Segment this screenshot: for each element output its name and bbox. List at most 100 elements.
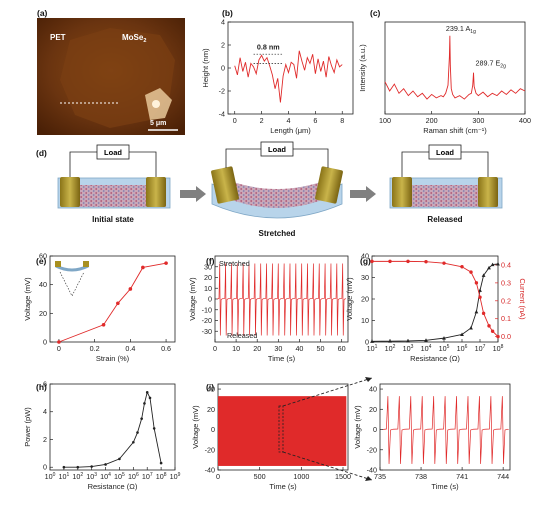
power-point [132, 441, 135, 444]
x-tick-label-g: 103 [403, 344, 414, 353]
x-tick-label-h: 102 [72, 472, 83, 481]
x-tick-label-f: 0 [213, 344, 217, 353]
x-tick-label-b: 8 [340, 116, 344, 125]
y-axis-label-i2: Voltage (mV) [353, 405, 362, 449]
x-axis-label-h: Resistance (Ω) [88, 482, 138, 491]
y-tick-label-g: 20 [361, 295, 369, 304]
y-tick-label-f: -20 [202, 316, 212, 325]
x-tick-label-g: 105 [439, 344, 450, 353]
arrow-1 [180, 186, 206, 202]
x-axis-label-i1: Time (s) [269, 482, 297, 491]
y-tick-label-h: 2 [43, 435, 47, 444]
panel-label-b: (b) [222, 8, 233, 18]
x-tick-label-h: 101 [58, 472, 69, 481]
power-point [160, 462, 163, 465]
x-tick-label-c: 100 [379, 116, 391, 125]
x-tick-label-h: 107 [142, 472, 153, 481]
strain-point [141, 266, 145, 270]
y-tick-label-b: 2 [221, 41, 225, 50]
current-point [469, 270, 472, 273]
x-tick-label-e: 0.2 [90, 344, 100, 353]
x-tick-label-b: 4 [286, 116, 290, 125]
step-height-annotation: 0.8 nm [257, 43, 280, 52]
peak-label: 239.1 A1g [446, 24, 476, 35]
y-tick-label-i1: -40 [205, 466, 215, 475]
axes-frame-h [50, 384, 175, 470]
x-tick-label-h: 108 [156, 472, 167, 481]
voltage-point [469, 326, 473, 330]
voltage-time-line [217, 264, 346, 336]
x-axis-label-e: Strain (%) [96, 354, 130, 363]
stretched-annotation: Stretched [219, 259, 250, 268]
y-tick-label-i2: -40 [367, 466, 377, 475]
y-tick-label-h: 4 [43, 407, 47, 416]
y-tick-label-h: 6 [43, 380, 47, 389]
current-point [460, 265, 463, 268]
panel-label-a: (a) [37, 8, 48, 18]
x-tick-label-b: 0 [233, 116, 237, 125]
series-line-voltage [372, 264, 498, 341]
x-axis-label-f: Time (s) [268, 354, 296, 363]
y2-axis-label: Current (nA) [518, 278, 527, 320]
y-axis-label-c: Intensity (a.u.) [358, 44, 367, 92]
scale-bar-label: 5 μm [150, 120, 166, 127]
state-stretched: Load Stretched [211, 142, 344, 238]
current-point [406, 260, 409, 263]
x-tick-label-b: 6 [313, 116, 317, 125]
power-point [63, 466, 66, 469]
x-tick-label-h: 104 [100, 472, 111, 481]
x-tick-label-b: 2 [260, 116, 264, 125]
y-tick-label-g: 30 [361, 273, 369, 282]
strain-point [102, 323, 106, 327]
x-tick-label-c: 300 [472, 116, 484, 125]
inset-electrode [55, 261, 61, 267]
arrow-2 [350, 186, 376, 202]
load-label-2: Load [268, 145, 286, 154]
strain-point [129, 287, 133, 291]
current-point [482, 312, 485, 315]
x-tick-label-f: 10 [232, 344, 240, 353]
y-tick-label-e: 0 [43, 338, 47, 347]
voltage-point [475, 310, 479, 314]
y-tick-label-b: -2 [219, 87, 225, 96]
y-axis-label-g: Voltage (mV) [345, 277, 354, 321]
x-tick-label-f: 50 [317, 344, 325, 353]
zoomed-pulse-line [383, 396, 509, 464]
y-tick-label-i1: 20 [207, 405, 215, 414]
current-point [388, 260, 391, 263]
y-axis-label-b: Height (nm) [201, 48, 210, 88]
axes-frame-g [372, 256, 498, 342]
load-label-1: Load [104, 148, 122, 157]
power-point [146, 391, 149, 394]
x-tick-label-h: 100 [45, 472, 56, 481]
power-point [136, 431, 139, 434]
x-tick-label-e: 0.4 [125, 344, 135, 353]
y-tick-label-i2: 0 [373, 425, 377, 434]
x-tick-label-f: 30 [274, 344, 282, 353]
dense-pulse-band [218, 396, 346, 466]
x-tick-label-f: 20 [253, 344, 261, 353]
y-tick-label-e: 20 [39, 309, 47, 318]
x-tick-label-g: 107 [475, 344, 486, 353]
x-tick-label-g: 108 [493, 344, 504, 353]
y2-tick-label: 0.1 [501, 314, 511, 323]
x-tick-label-g: 102 [385, 344, 396, 353]
state-initial: Load Initial state [58, 145, 170, 224]
power-point [143, 402, 146, 405]
state-label-stretched: Stretched [259, 229, 296, 238]
y-tick-label-i2: 40 [369, 385, 377, 394]
y-tick-label-f: -10 [202, 305, 212, 314]
y-tick-label-f: 0 [208, 295, 212, 304]
y-tick-label-e: 40 [39, 280, 47, 289]
peak-label: 289.7 E2g [476, 59, 507, 70]
y-tick-label-i1: 40 [207, 385, 215, 394]
current-point [496, 335, 499, 338]
inset-angle [60, 272, 84, 296]
series-line-current [372, 261, 498, 336]
